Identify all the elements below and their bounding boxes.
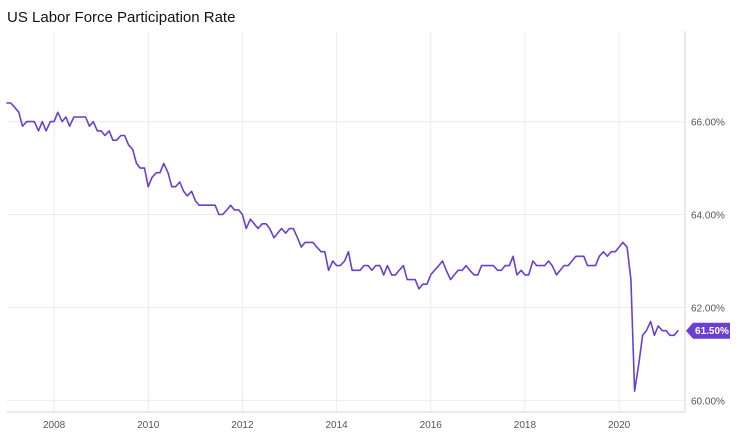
x-tick-label: 2010 — [137, 420, 160, 431]
chart-title: US Labor Force Participation Rate — [7, 9, 236, 26]
last-value-label: 61.50% — [695, 326, 729, 337]
y-tick-label: 66.00% — [691, 118, 725, 129]
x-axis-ticks: 2008 2010 2012 2014 2016 2018 2020 — [43, 420, 631, 431]
grid-lines — [7, 31, 685, 412]
y-tick-label: 62.00% — [691, 303, 725, 314]
axes — [7, 31, 686, 413]
last-value-badge-group: 61.50% — [686, 322, 730, 339]
x-tick-label: 2016 — [420, 420, 443, 431]
y-tick-label: 60.00% — [691, 396, 725, 407]
x-tick-label: 2008 — [43, 420, 66, 431]
y-axis-ticks: 60.00% 62.00% 64.00% 66.00% — [691, 118, 725, 408]
x-tick-label: 2020 — [608, 420, 631, 431]
series-group — [6, 102, 679, 392]
x-tick-label: 2018 — [514, 420, 537, 431]
series-line — [6, 102, 679, 392]
x-tick-label: 2014 — [325, 420, 348, 431]
y-tick-label: 64.00% — [691, 211, 725, 222]
last-value-badge — [686, 322, 730, 339]
x-tick-label: 2012 — [231, 420, 254, 431]
